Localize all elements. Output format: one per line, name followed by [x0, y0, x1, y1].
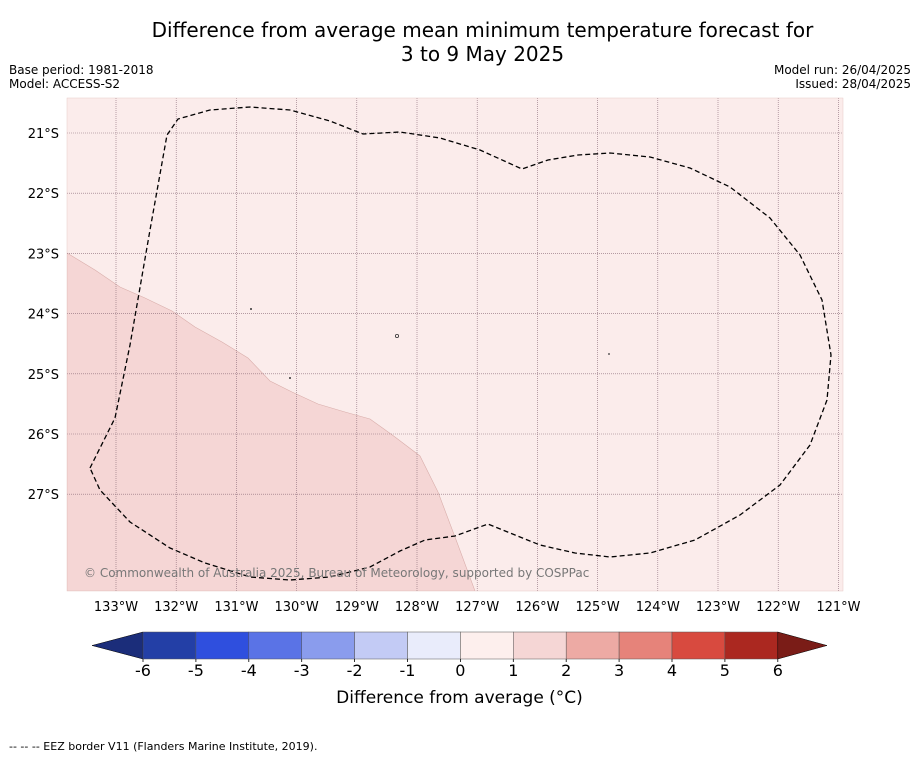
colorbar: -6 -5 -4 -3 -2 -1 0 1 2 3 4 5 6 [91, 631, 828, 680]
copyright-text: © Commonwealth of Australia 2025, Bureau… [84, 566, 589, 580]
island-marker [394, 333, 399, 338]
colorbar-tick-label: -1 [400, 661, 416, 680]
lon-tick-label: 132°W [154, 600, 198, 615]
lat-tick-label: 26°S [28, 428, 59, 443]
lon-tick-label: 124°W [636, 600, 680, 615]
lon-tick-label: 128°W [395, 600, 439, 615]
lon-tick-label: 127°W [455, 600, 499, 615]
title-line-1: Difference from average mean minimum tem… [151, 18, 814, 42]
lon-tick-label: 131°W [214, 600, 258, 615]
lat-tick-label: 22°S [28, 187, 59, 202]
colorbar-segment [565, 631, 620, 660]
metadata-right: Model run: 26/04/2025 Issued: 28/04/2025 [774, 63, 911, 91]
colorbar-segment [301, 631, 355, 660]
lon-tick-label: 133°W [94, 600, 138, 615]
colorbar-segment [248, 631, 302, 660]
island-marker [289, 377, 291, 379]
lon-tick-label: 122°W [756, 600, 800, 615]
eez-border [89, 106, 832, 581]
colorbar-segment [513, 631, 567, 660]
colorbar-tick-label: -2 [347, 661, 363, 680]
colorbar-tick-label: 0 [455, 661, 465, 680]
colorbar-segment [724, 631, 779, 660]
lon-tick-label: 129°W [335, 600, 379, 615]
colorbar-tick-label: 1 [508, 661, 518, 680]
longitude-ticks: 133°W 132°W 131°W 130°W 129°W 128°W 127°W 126°W… [94, 600, 861, 615]
footnote: -- -- -- EEZ border V11 (Flanders Marine… [9, 740, 318, 753]
lat-tick-label: 25°S [28, 368, 59, 383]
model-text: Model: ACCESS-S2 [9, 77, 121, 91]
colorbar-segment [354, 631, 408, 660]
lon-tick-label: 126°W [515, 600, 559, 615]
island-marker [250, 308, 252, 310]
colorbar-extend-high [777, 631, 828, 660]
lon-tick-label: 130°W [275, 600, 319, 615]
lat-tick-label: 23°S [28, 247, 59, 262]
lon-tick-label: 121°W [816, 600, 860, 615]
colorbar-segment [142, 631, 197, 660]
colorbar-tick-label: 4 [667, 661, 677, 680]
colorbar-segment [407, 631, 461, 660]
title-line-2: 3 to 9 May 2025 [400, 42, 565, 66]
colorbar-tick-label: 2 [561, 661, 571, 680]
colorbar-tick-label: -3 [294, 661, 310, 680]
colorbar-segment [671, 631, 726, 660]
colorbar-label: Difference from average (°C) [336, 688, 583, 708]
colorbar-tick-label: -5 [188, 661, 204, 680]
lat-tick-label: 24°S [28, 308, 59, 323]
island-marker [608, 353, 610, 355]
chart-title: Difference from average mean minimum tem… [0, 18, 919, 66]
colorbar-tick-label: 3 [614, 661, 624, 680]
base-period-text: Base period: 1981-2018 [9, 63, 154, 77]
colorbar-tick-label: -6 [135, 661, 151, 680]
model-run-text: Model run: 26/04/2025 [773, 63, 911, 77]
map-frame [66, 97, 844, 592]
colorbar-extend-low [91, 631, 144, 660]
metadata-left: Base period: 1981-2018 Model: ACCESS-S2 [9, 63, 154, 91]
lon-tick-label: 123°W [696, 600, 740, 615]
colorbar-tick-label: -4 [241, 661, 257, 680]
latitude-ticks: 21°S 22°S 23°S 24°S 25°S 26°S 27°S [28, 127, 59, 503]
graticule [67, 98, 843, 591]
colorbar-tick-label: 6 [773, 661, 783, 680]
colorbar-segment [460, 631, 514, 660]
lat-tick-label: 27°S [28, 488, 59, 503]
colorbar-segment [195, 631, 250, 660]
issued-text: Issued: 28/04/2025 [795, 77, 911, 91]
colorbar-segment [618, 631, 673, 660]
lat-tick-label: 21°S [28, 127, 59, 142]
lon-tick-label: 125°W [576, 600, 620, 615]
colorbar-tick-label: 5 [720, 661, 730, 680]
